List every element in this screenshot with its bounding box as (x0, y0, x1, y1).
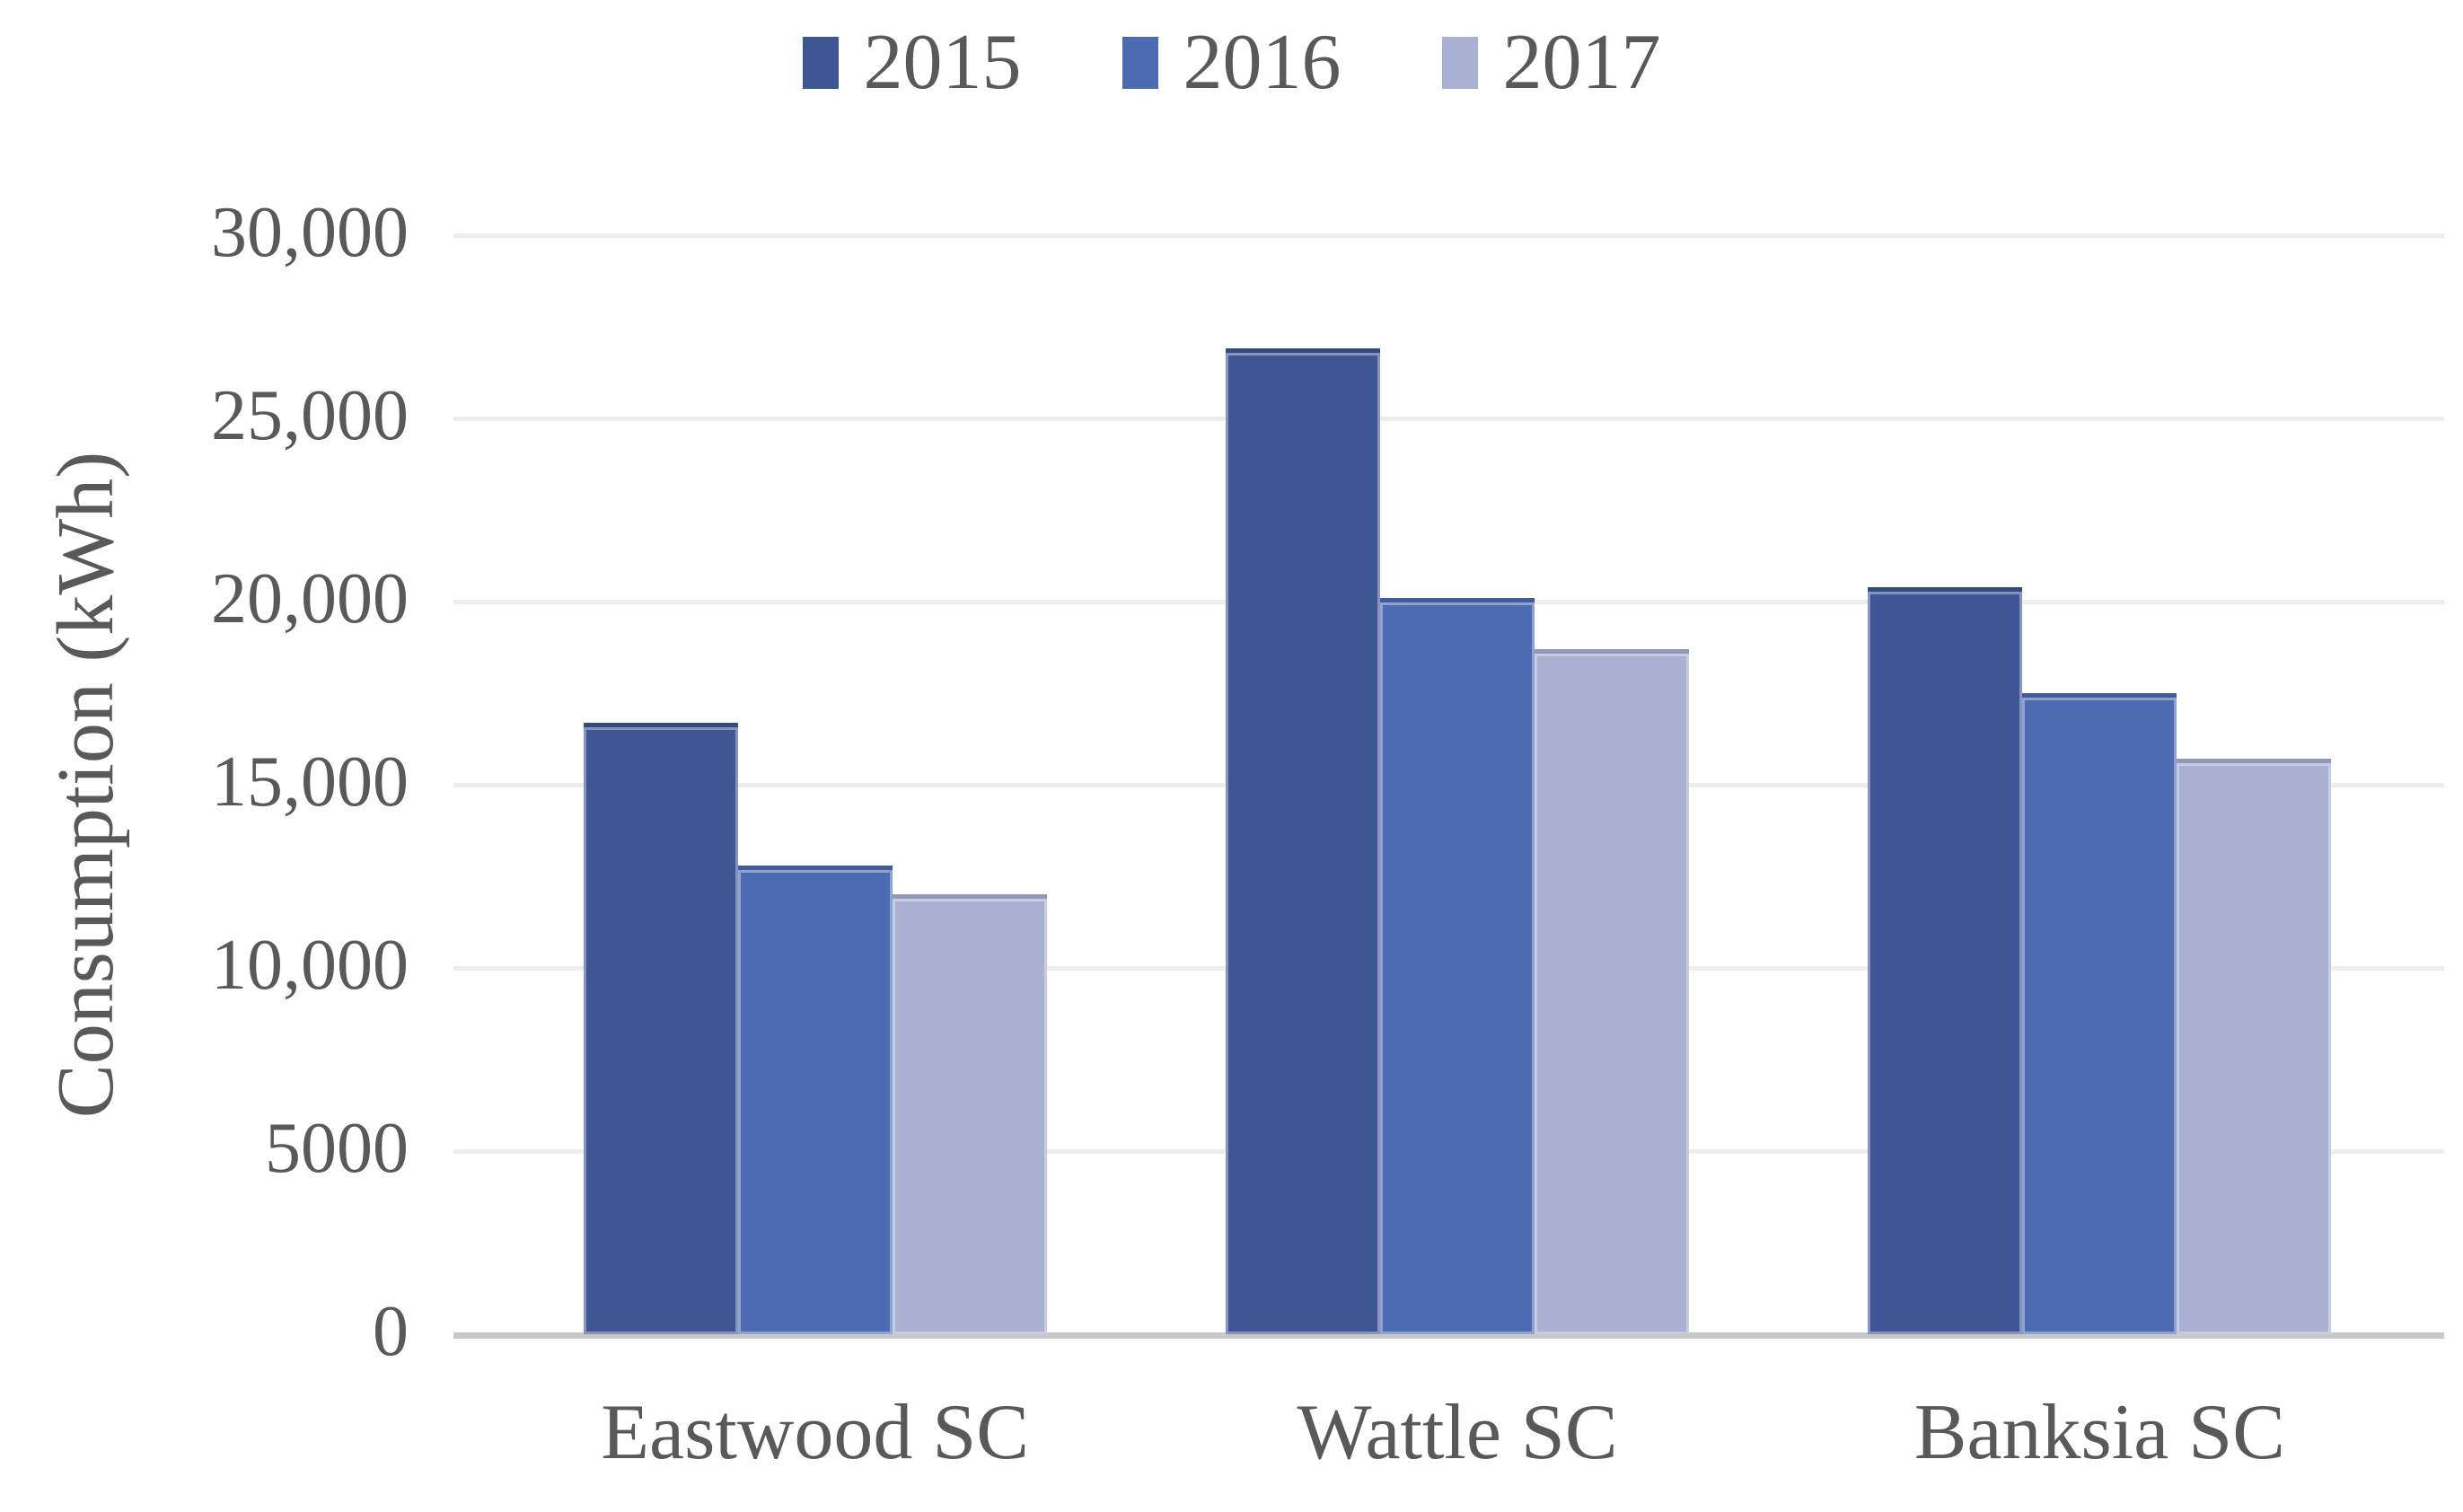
y-tick-label: 30,000 (211, 192, 409, 272)
x-category-label: Wattle SC (1297, 1389, 1618, 1476)
legend-label: 2015 (863, 19, 1022, 106)
bar-2015-wattle-sc (1226, 348, 1380, 1334)
legend-item-2016: 2016 (1122, 23, 1341, 102)
legend-item-2015: 2015 (802, 19, 1022, 106)
legend-swatch-2015 (802, 37, 839, 89)
gridline (453, 233, 2444, 238)
bar-2016-banksia-sc (2022, 693, 2177, 1334)
bar-2017-eastwood-sc (892, 894, 1047, 1334)
bar-2015-eastwood-sc (583, 722, 738, 1334)
bar-2017-wattle-sc (1535, 649, 1689, 1334)
gridline (453, 417, 2444, 421)
y-tick-label: 10,000 (211, 925, 409, 1005)
legend-label: 2017 (1502, 19, 1661, 106)
legend-swatch-2016 (1122, 37, 1158, 89)
legend: 2015 2016 2017 (0, 23, 2463, 102)
y-tick-label: 25,000 (211, 375, 409, 455)
y-tick-label: 5000 (265, 1108, 409, 1188)
legend-item-2017: 2017 (1441, 19, 1661, 106)
bar-2016-eastwood-sc (737, 865, 893, 1334)
bar-2016-wattle-sc (1380, 597, 1535, 1334)
legend-label: 2016 (1183, 19, 1341, 106)
y-tick-label: 15,000 (211, 742, 409, 822)
x-category-label: Banksia SC (1913, 1389, 2285, 1476)
bar-2017-banksia-sc (2177, 759, 2332, 1334)
x-axis-line (453, 1332, 2444, 1339)
legend-swatch-2017 (1441, 37, 1478, 89)
bar-2015-banksia-sc (1868, 586, 2023, 1334)
y-tick-label: 0 (373, 1291, 409, 1371)
y-tick-label: 20,000 (211, 558, 409, 638)
x-category-label: Eastwood SC (601, 1389, 1029, 1476)
